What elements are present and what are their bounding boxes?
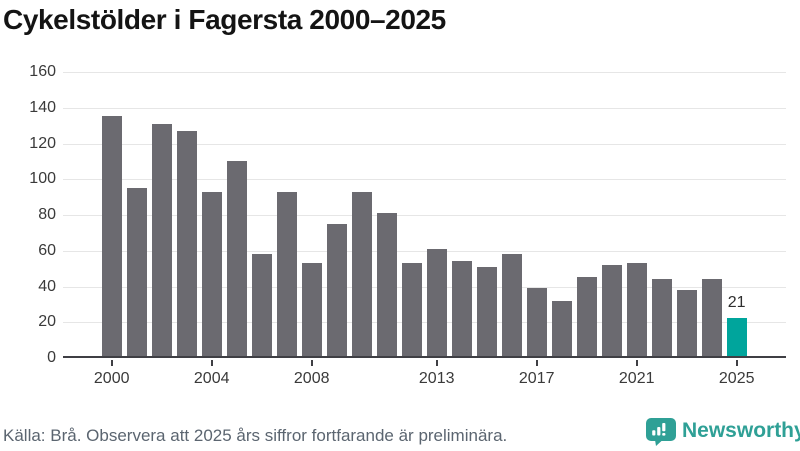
bar-2008: [301, 263, 322, 356]
gridline-100: [63, 179, 786, 181]
bar-2020: [601, 264, 622, 356]
x-tick-2021: [635, 360, 638, 366]
gridline-20: [63, 322, 786, 324]
x-tick-2017: [535, 360, 538, 366]
gridline-40: [63, 286, 786, 288]
bar-2024: [701, 279, 722, 356]
bar-2002: [151, 123, 172, 356]
bar-2001: [126, 187, 147, 356]
x-tick-label-2017: 2017: [518, 370, 555, 387]
x-tick-2000: [110, 360, 113, 366]
bar-2014: [451, 261, 472, 356]
bar-2007: [276, 191, 297, 356]
bar-2021: [626, 263, 647, 356]
x-tick-label-2008: 2008: [293, 370, 330, 387]
gridline-80: [63, 215, 786, 216]
bar-2018: [551, 300, 572, 356]
bar-2022: [651, 279, 672, 356]
bar-2006: [251, 254, 272, 356]
x-tick-label-2004: 2004: [193, 370, 230, 387]
gridline-120: [63, 143, 786, 145]
bar-2023: [676, 289, 697, 356]
y-tick-label-0: 0: [47, 349, 56, 366]
x-tick-label-2025: 2025: [718, 370, 755, 387]
gridline-140: [63, 107, 786, 109]
x-tick-2013: [435, 360, 438, 366]
page-title: Cykelstölder i Fagersta 2000–2025: [3, 4, 446, 35]
bar-2019: [576, 277, 597, 356]
brand-name: Newsworthy: [682, 419, 800, 442]
bar-2016: [501, 254, 522, 356]
bar-2011: [376, 213, 397, 356]
y-axis-labels: 0 20 40 60 80 100 120 140 160: [0, 63, 56, 366]
bar-2015: [476, 266, 497, 356]
gridline-60: [63, 250, 786, 252]
bar-2010: [351, 191, 372, 356]
bar-2004: [201, 191, 222, 356]
gridline-160: [63, 72, 786, 73]
x-tick-label-2000: 2000: [93, 370, 130, 387]
plot-area: 21 2000 2004 2008 2013 2017 2021 2025: [63, 72, 786, 387]
source-note: Källa: Brå. Observera att 2025 års siffr…: [3, 426, 508, 445]
bar-value-label: 21: [727, 294, 746, 312]
x-tick-2004: [210, 360, 213, 366]
bar-2017: [526, 288, 547, 356]
y-tick-label-100: 100: [29, 170, 56, 188]
bar-2005: [226, 161, 247, 356]
bar-2013: [426, 248, 447, 356]
y-tick-label-80: 80: [38, 206, 56, 223]
x-tick-2008: [310, 360, 313, 366]
bar-2000: [101, 116, 122, 356]
bar-2012: [401, 263, 422, 356]
y-tick-label-160: 160: [29, 63, 56, 80]
y-tick-label-40: 40: [38, 277, 56, 295]
newsworthy-chart-speech-bubble-icon: [646, 418, 676, 451]
x-tick-2025: [735, 360, 738, 366]
y-tick-label-140: 140: [29, 98, 56, 116]
bar-2025: [726, 318, 747, 356]
x-tick-label-2013: 2013: [418, 370, 455, 387]
y-tick-label-20: 20: [38, 313, 56, 331]
y-tick-label-60: 60: [38, 241, 56, 259]
brand-logo: Newsworthy: [646, 417, 800, 447]
bar-2009: [326, 223, 347, 356]
x-tick-label-2021: 2021: [618, 370, 655, 387]
y-tick-label-120: 120: [29, 134, 56, 152]
bar-2003: [176, 130, 197, 356]
